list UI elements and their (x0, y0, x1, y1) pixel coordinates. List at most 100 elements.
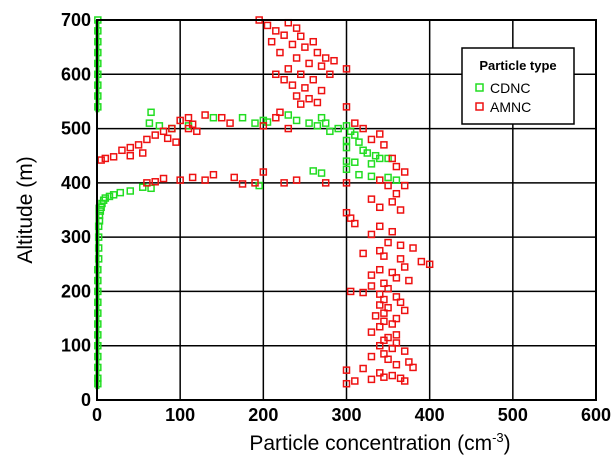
data-point-amnc (138, 149, 147, 157)
data-point-cdnc (251, 119, 259, 127)
data-point-amnc (384, 284, 392, 293)
data-point-amnc (371, 312, 380, 320)
data-point-amnc (376, 322, 384, 331)
data-point-amnc (367, 328, 376, 336)
data-point-amnc (376, 369, 384, 377)
x-tick-label: 0 (92, 405, 102, 425)
data-point-amnc (267, 37, 276, 46)
x-tick-label: 200 (248, 405, 278, 425)
data-point-amnc (151, 178, 159, 186)
data-point-amnc (359, 364, 367, 373)
data-point-amnc (376, 265, 384, 274)
data-point-cdnc (384, 173, 392, 182)
data-point-amnc (376, 222, 384, 231)
data-point-amnc (176, 176, 184, 184)
data-point-amnc (346, 287, 355, 296)
data-point-cdnc (147, 108, 155, 117)
data-point-amnc (280, 179, 288, 187)
data-point-cdnc (317, 113, 326, 122)
data-point-amnc (367, 135, 376, 144)
data-point-amnc (367, 271, 376, 279)
data-point-amnc (359, 288, 367, 297)
data-point-amnc (101, 154, 110, 163)
data-point-amnc (384, 181, 392, 190)
data-point-amnc (301, 43, 309, 51)
y-tick-label: 700 (61, 10, 91, 30)
data-point-amnc (276, 48, 284, 57)
data-point-amnc (409, 244, 417, 252)
data-point-amnc (292, 54, 301, 62)
data-point-cdnc (367, 172, 376, 181)
data-point-amnc (272, 70, 280, 79)
data-point-amnc (367, 352, 376, 361)
data-point-amnc (280, 31, 288, 39)
data-point-amnc (380, 309, 388, 317)
data-point-amnc (425, 260, 434, 269)
data-point-amnc (342, 103, 351, 111)
data-point-cdnc (317, 169, 326, 177)
data-point-amnc (380, 317, 388, 326)
data-point-cdnc (342, 122, 351, 130)
data-point-amnc (388, 371, 396, 380)
data-point-amnc (326, 70, 334, 79)
data-point-cdnc (238, 113, 247, 122)
data-point-amnc (400, 377, 409, 385)
data-point-amnc (392, 162, 401, 171)
data-point-amnc (376, 301, 384, 309)
data-point-amnc (317, 62, 326, 70)
data-point-cdnc (342, 143, 351, 152)
data-point-amnc (367, 195, 376, 203)
data-point-amnc (297, 70, 305, 79)
data-point-amnc (321, 179, 330, 187)
data-point-amnc (176, 116, 184, 125)
y-tick-label: 300 (61, 227, 91, 247)
data-point-amnc (251, 179, 259, 187)
data-point-amnc (396, 206, 405, 214)
data-point-amnc (396, 298, 405, 307)
data-point-amnc (97, 156, 105, 164)
data-point-cdnc (309, 167, 317, 175)
data-point-amnc (226, 119, 234, 127)
data-point-amnc (168, 124, 176, 133)
data-point-cdnc (326, 127, 334, 136)
data-point-amnc (305, 94, 313, 103)
data-point-amnc (342, 179, 351, 187)
data-point-amnc (272, 113, 280, 122)
data-point-amnc (400, 347, 409, 355)
data-point-amnc (388, 344, 396, 353)
data-point-amnc (388, 320, 396, 328)
data-point-cdnc (367, 160, 376, 168)
data-point-amnc (297, 32, 305, 41)
legend-box (461, 47, 575, 125)
x-tick-label: 400 (415, 405, 445, 425)
data-point-amnc (405, 358, 413, 366)
legend-label-amnc: AMNC (490, 99, 531, 115)
data-point-amnc (259, 168, 268, 176)
data-point-cdnc (109, 191, 118, 199)
data-point-amnc (292, 92, 301, 100)
data-point-cdnc (145, 119, 154, 127)
data-point-amnc (309, 37, 317, 46)
data-point-amnc (172, 138, 180, 146)
data-point-amnc (417, 257, 426, 266)
data-point-amnc (392, 274, 401, 282)
data-point-amnc (346, 214, 355, 222)
data-point-amnc (118, 146, 126, 155)
data-point-amnc (396, 241, 405, 250)
x-axis-label-superscript: -3 (492, 430, 504, 445)
data-point-cdnc (363, 149, 372, 157)
data-point-amnc (376, 290, 384, 298)
data-point-amnc (313, 98, 322, 107)
data-point-amnc (376, 176, 384, 184)
data-point-amnc (388, 268, 396, 277)
data-point-amnc (380, 252, 388, 260)
data-point-amnc (400, 181, 409, 190)
data-point-amnc (409, 363, 417, 372)
data-point-amnc (359, 249, 367, 258)
legend-marker-cdnc (475, 83, 484, 92)
data-point-amnc (193, 127, 201, 136)
x-axis-label: Particle concentration (cm-3) (249, 430, 510, 455)
data-point-amnc (342, 65, 351, 73)
data-point-amnc (392, 331, 401, 339)
